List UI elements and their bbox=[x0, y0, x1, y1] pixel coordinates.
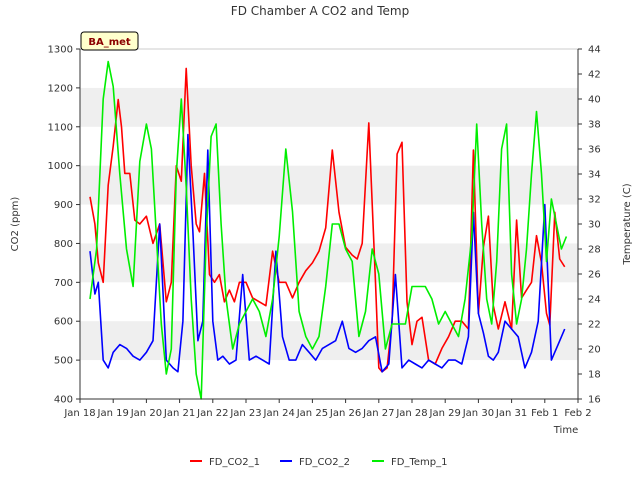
y2-tick-label: 16 bbox=[588, 395, 601, 406]
x-tick-label: Feb 1 bbox=[531, 408, 558, 419]
grid-band bbox=[80, 87, 578, 127]
y2-tick-label: 36 bbox=[588, 145, 601, 156]
y2-tick-label: 30 bbox=[588, 220, 601, 231]
x-tick-label: Jan 31 bbox=[495, 408, 527, 419]
y2-tick-label: 40 bbox=[588, 95, 601, 106]
y-tick-label: 1000 bbox=[48, 161, 73, 172]
x-tick-label: Jan 28 bbox=[395, 408, 427, 419]
y-axis-label: CO2 (ppm) bbox=[10, 197, 21, 252]
x-tick-label: Jan 26 bbox=[329, 408, 361, 419]
y2-tick-label: 42 bbox=[588, 70, 601, 81]
badge-box bbox=[80, 31, 139, 51]
x-tick-label: Jan 23 bbox=[229, 408, 261, 419]
y2-tick-label: 22 bbox=[588, 320, 601, 331]
y2-tick-label: 20 bbox=[588, 345, 601, 356]
y2-tick-label: 18 bbox=[588, 370, 601, 381]
y2-tick-label: 26 bbox=[588, 270, 601, 281]
x-tick-label: Jan 24 bbox=[263, 408, 295, 419]
legend: FD_CO2_1 FD_CO2_2 FD_Temp_1 bbox=[190, 457, 447, 468]
series-line-fd-temp-1 bbox=[89, 60, 568, 400]
y-tick-label: 500 bbox=[54, 356, 73, 367]
series-line-fd-co2-2 bbox=[89, 133, 566, 373]
x-axis-label: Time bbox=[553, 425, 578, 436]
y-tick-label: 1100 bbox=[48, 122, 73, 133]
x-tick-label: Jan 18 bbox=[63, 408, 95, 419]
y2-axis-label: Temperature (C) bbox=[622, 183, 633, 265]
axes: 400 500 600 700 800 900 1000 1100 1200 1300 16 18 20… bbox=[48, 45, 601, 420]
x-tick-label: Jan 25 bbox=[296, 408, 328, 419]
x-tick-label: Jan 29 bbox=[429, 408, 461, 419]
y2-tick-label: 24 bbox=[588, 295, 601, 306]
y2-tick-label: 34 bbox=[588, 170, 601, 181]
y2-tick-label: 44 bbox=[588, 45, 601, 56]
legend-label-fd-temp-1: FD_Temp_1 bbox=[391, 457, 447, 468]
y-tick-label: 1300 bbox=[48, 45, 73, 56]
chart-title: FD Chamber A CO2 and Temp bbox=[231, 4, 409, 18]
y-tick-label: 800 bbox=[54, 239, 73, 250]
x-tick-label: Jan 22 bbox=[196, 408, 228, 419]
y-tick-label: 600 bbox=[54, 317, 73, 328]
y2-tick-label: 32 bbox=[588, 195, 601, 206]
x-tick-label: Jan 21 bbox=[163, 408, 195, 419]
y2-tick-label: 38 bbox=[588, 120, 601, 131]
legend-label-fd-co2-1: FD_CO2_1 bbox=[209, 457, 260, 468]
badge-label: BA_met bbox=[88, 37, 131, 48]
x-tick-label: Jan 30 bbox=[462, 408, 494, 419]
x-tick-label: Jan 19 bbox=[97, 408, 129, 419]
x-tick-label: Jan 27 bbox=[362, 408, 394, 419]
station-badge: BA_met bbox=[80, 31, 139, 51]
y-tick-label: 1200 bbox=[48, 83, 73, 94]
x-tick-label: Feb 2 bbox=[564, 408, 591, 419]
y-tick-label: 400 bbox=[54, 395, 73, 406]
series-layer bbox=[89, 60, 568, 400]
y-tick-label: 700 bbox=[54, 278, 73, 289]
y-tick-label: 900 bbox=[54, 200, 73, 211]
y2-tick-label: 28 bbox=[588, 245, 601, 256]
series-line-fd-co2-1 bbox=[89, 67, 566, 373]
grid-bands bbox=[80, 87, 578, 361]
legend-label-fd-co2-2: FD_CO2_2 bbox=[299, 457, 350, 468]
x-tick-label: Jan 20 bbox=[130, 408, 162, 419]
